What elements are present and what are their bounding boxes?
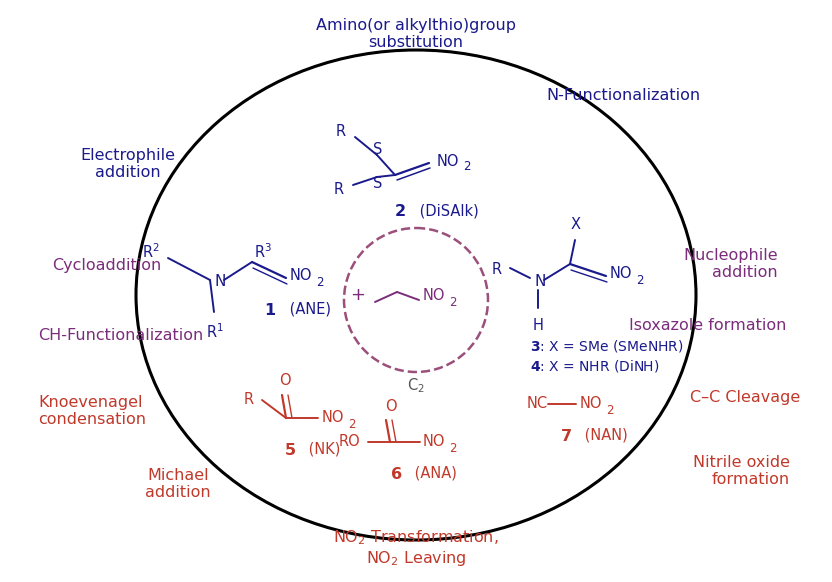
Text: $\mathbf{3}$: X = SMe (SMeNHR): $\mathbf{3}$: X = SMe (SMeNHR) xyxy=(530,338,683,354)
Text: R$^1$: R$^1$ xyxy=(206,322,224,340)
Text: $\mathbf{6}$: $\mathbf{6}$ xyxy=(390,466,402,482)
Text: Cycloaddition: Cycloaddition xyxy=(52,258,161,273)
Text: R$^2$: R$^2$ xyxy=(142,243,160,261)
Text: Electrophile
addition: Electrophile addition xyxy=(81,148,176,180)
Text: Nitrile oxide
formation: Nitrile oxide formation xyxy=(693,455,790,487)
Text: $\mathbf{5}$: $\mathbf{5}$ xyxy=(284,442,296,458)
Text: X: X xyxy=(571,217,581,232)
Text: (ANA): (ANA) xyxy=(410,466,457,481)
Text: 2: 2 xyxy=(449,296,457,308)
Text: R: R xyxy=(492,262,502,278)
Text: S: S xyxy=(373,141,383,157)
Text: NO$_2$ Transformation,
NO$_2$ Leaving: NO$_2$ Transformation, NO$_2$ Leaving xyxy=(334,528,498,569)
Text: 2: 2 xyxy=(348,417,355,431)
Text: C$_2$: C$_2$ xyxy=(407,376,425,395)
Text: NO: NO xyxy=(322,410,344,425)
Text: 2: 2 xyxy=(449,442,457,455)
Text: O: O xyxy=(385,399,397,414)
Text: (NK): (NK) xyxy=(304,442,340,457)
Text: Isoxazole formation: Isoxazole formation xyxy=(629,318,786,333)
Text: N: N xyxy=(535,275,547,289)
Text: Nucleophile
addition: Nucleophile addition xyxy=(683,248,778,281)
Text: $\mathbf{7}$: $\mathbf{7}$ xyxy=(560,428,572,444)
Text: +: + xyxy=(350,286,365,304)
Text: N-Functionalization: N-Functionalization xyxy=(546,88,700,103)
Text: 2: 2 xyxy=(316,275,324,289)
Text: 2: 2 xyxy=(463,161,471,173)
Text: NO: NO xyxy=(437,154,459,169)
Text: R: R xyxy=(336,125,346,140)
Text: $\mathbf{2}$: $\mathbf{2}$ xyxy=(394,203,406,219)
Text: O: O xyxy=(280,373,291,388)
Text: RO: RO xyxy=(339,435,360,449)
Text: NO: NO xyxy=(423,289,445,303)
Text: (DiSAlk): (DiSAlk) xyxy=(415,203,478,218)
Text: $\mathbf{1}$: $\mathbf{1}$ xyxy=(264,302,276,318)
Text: Amino(or alkylthio)group
substitution: Amino(or alkylthio)group substitution xyxy=(316,18,516,51)
Text: (ANE): (ANE) xyxy=(285,302,331,317)
Text: NO: NO xyxy=(290,268,313,283)
Text: NC: NC xyxy=(527,396,548,411)
Text: NO: NO xyxy=(580,396,602,411)
Text: NO: NO xyxy=(610,267,632,282)
Text: NO: NO xyxy=(423,435,445,449)
Text: Michael
addition: Michael addition xyxy=(146,468,210,501)
Text: (NAN): (NAN) xyxy=(580,428,628,443)
Text: R: R xyxy=(244,392,254,407)
Text: C–C Cleavage: C–C Cleavage xyxy=(690,390,800,405)
Text: R: R xyxy=(334,182,344,197)
Text: 2: 2 xyxy=(606,403,613,417)
Text: 2: 2 xyxy=(636,274,643,286)
Text: $\mathbf{4}$: X = NHR (DiNH): $\mathbf{4}$: X = NHR (DiNH) xyxy=(530,358,660,374)
Text: R$^3$: R$^3$ xyxy=(254,243,272,261)
Text: CH-Functionalization: CH-Functionalization xyxy=(38,328,203,343)
Text: Knoevenagel
condensation: Knoevenagel condensation xyxy=(38,395,146,427)
Text: N: N xyxy=(214,275,225,289)
Text: H: H xyxy=(532,318,543,333)
Text: S: S xyxy=(373,176,383,190)
